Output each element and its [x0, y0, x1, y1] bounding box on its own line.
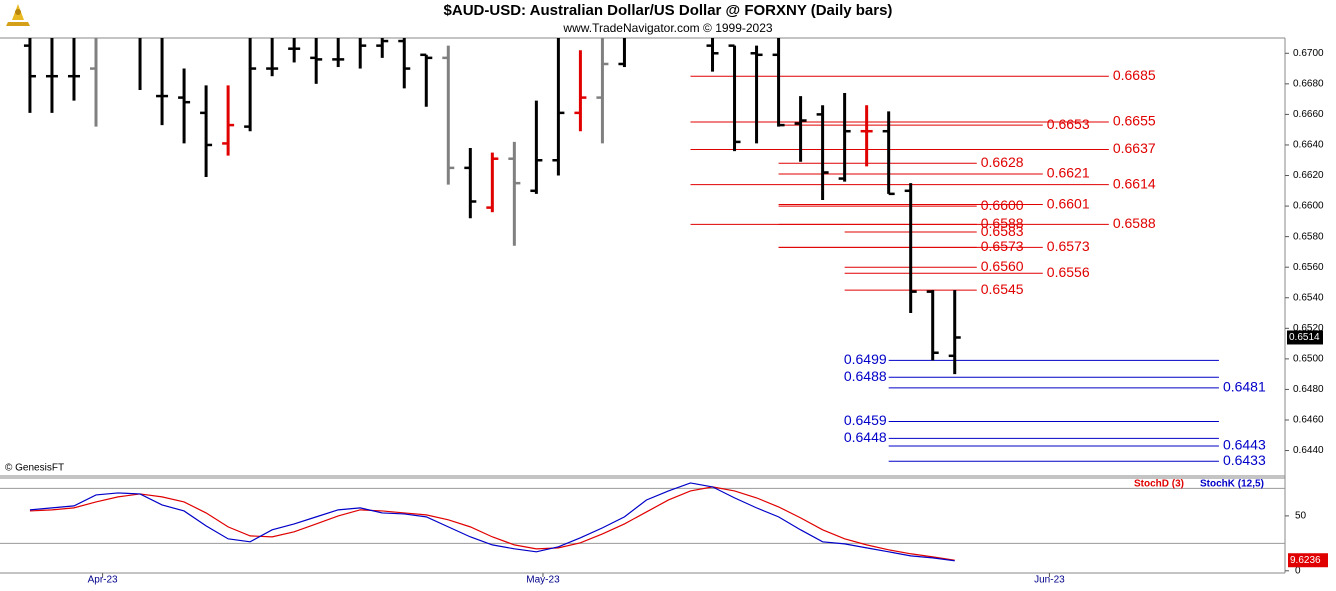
level-label: 0.6600	[981, 197, 1024, 213]
level-label: 0.6573	[981, 238, 1024, 254]
level-label: 0.6545	[981, 281, 1024, 297]
level-label: 0.6601	[1047, 195, 1090, 211]
level-label: 0.6628	[981, 154, 1024, 170]
annotation: © GenesisFT	[5, 463, 64, 474]
last-value-label: 9.6236	[1290, 555, 1321, 566]
level-label: 0.6614	[1113, 175, 1156, 191]
level-label: 0.6448	[844, 429, 887, 445]
lower-plot	[0, 482, 1285, 562]
chart-title: $AUD-USD: Australian Dollar/US Dollar @ …	[444, 2, 893, 19]
logo	[6, 4, 30, 26]
last-value-box	[1288, 553, 1328, 568]
y-tick-label: 0.6560	[1293, 262, 1324, 273]
legend-entry: StochK (12,5)	[1200, 479, 1264, 490]
y-tick-label: 50	[1295, 511, 1307, 522]
level-label: 0.6588	[981, 215, 1024, 231]
level-label: 0.6443	[1223, 437, 1266, 453]
main-plot: 0.6685 0.6655 0.6653 0.6637 0.6628 0.6621 0.66…	[23, 38, 1266, 468]
last-price-box	[1287, 330, 1323, 345]
y-tick-label: 0.6460	[1293, 415, 1324, 426]
y-tick-label: 0.6520	[1293, 323, 1324, 334]
y-tick-label: 0.6660	[1293, 109, 1324, 120]
level-label: 0.6488	[844, 368, 887, 384]
level-label: 0.6588	[1113, 215, 1156, 231]
y-tick-label: 0.6580	[1293, 231, 1324, 242]
level-label: 0.6556	[1047, 264, 1090, 280]
x-tick-label: Jun-23	[1034, 575, 1065, 586]
level-label: 0.6583	[981, 223, 1024, 239]
level-label: 0.6459	[844, 412, 887, 428]
legend-entry: StochD (3)	[1134, 479, 1184, 490]
y-tick-label: 0.6640	[1293, 140, 1324, 151]
level-label: 0.6573	[1047, 238, 1090, 254]
level-label: 0.6481	[1223, 379, 1266, 395]
y-tick-label: 0.6620	[1293, 170, 1324, 181]
y-tick-label: 0.6480	[1293, 384, 1324, 395]
level-label: 0.6433	[1223, 452, 1266, 468]
x-tick-label: May-23	[526, 575, 560, 586]
level-label: 0.6560	[981, 258, 1024, 274]
axes: 0.6440 0.6460 0.6480 0.6500 0.6520 0.6540 0.65…	[88, 48, 1328, 586]
level-label: 0.6685	[1113, 67, 1156, 83]
level-label: 0.6655	[1113, 113, 1156, 129]
chart-subtitle: www.TradeNavigator.com © 1999-2023	[562, 21, 772, 35]
x-tick-label: Apr-23	[88, 575, 118, 586]
y-tick-label: 0.6540	[1293, 292, 1324, 303]
level-label: 0.6637	[1113, 140, 1156, 156]
y-tick-label: 0.6700	[1293, 48, 1324, 59]
stoch-line	[29, 486, 955, 561]
level-label: 0.6653	[1047, 116, 1090, 132]
y-tick-label: 0.6600	[1293, 201, 1324, 212]
level-label: 0.6499	[844, 351, 887, 367]
y-tick-label: 0	[1295, 565, 1301, 576]
last-price-label: 0.6514	[1289, 332, 1320, 343]
y-tick-label: 0.6680	[1293, 78, 1324, 89]
y-tick-label: 0.6440	[1293, 445, 1324, 456]
y-tick-label: 0.6500	[1293, 354, 1324, 365]
stoch-line	[29, 482, 955, 562]
level-label: 0.6621	[1047, 165, 1090, 181]
